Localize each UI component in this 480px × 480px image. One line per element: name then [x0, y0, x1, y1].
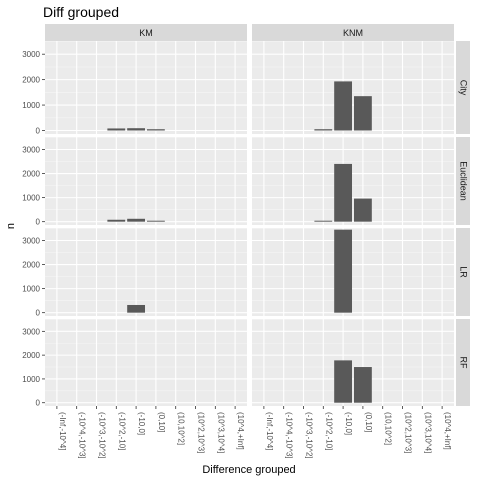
- facet-strip-knm: [252, 24, 454, 41]
- x-tick-label: (0,10]: [364, 412, 373, 432]
- facet-row-label: City: [459, 80, 469, 96]
- y-tick-label: 2000: [22, 261, 40, 270]
- bar-city-knm-3: [314, 129, 333, 131]
- panel-background: [252, 137, 454, 225]
- panel-background: [252, 228, 454, 316]
- facet-strip-euclidean: [456, 137, 470, 225]
- y-tick-label: 1000: [22, 194, 40, 203]
- bar-euclidean-knm-5: [353, 198, 372, 222]
- x-tick-label: (-10^3,-10^2]: [304, 412, 313, 459]
- panel-background: [45, 41, 247, 134]
- bar-euclidean-knm-4: [334, 163, 353, 222]
- bar-city-km-5: [146, 129, 165, 131]
- y-tick-label: 3000: [22, 327, 40, 336]
- bar-city-knm-5: [353, 96, 372, 131]
- y-tick-label: 3000: [22, 145, 40, 154]
- facet-col-label: KM: [139, 28, 153, 38]
- x-tick-label: (10,10^2]: [384, 412, 393, 445]
- x-tick-label: (10^2,10^3]: [404, 412, 413, 453]
- facet-strip-rf: [456, 319, 470, 406]
- y-tick-label: 0: [36, 126, 41, 135]
- panel-background: [252, 41, 454, 134]
- facet-strip-km: [45, 24, 247, 41]
- x-tick-label: (-10,0]: [344, 412, 353, 435]
- x-tick-label: (-Inf,-10^4]: [265, 412, 274, 450]
- x-axis-title: Difference grouped: [202, 464, 295, 476]
- y-tick-label: 2000: [22, 351, 40, 360]
- bar-euclidean-km-3: [107, 219, 126, 222]
- bar-euclidean-knm-3: [314, 220, 333, 222]
- x-tick-label: (-10,0]: [137, 412, 146, 435]
- bar-city-km-3: [107, 128, 126, 131]
- x-tick-label: (10,10^2]: [177, 412, 186, 445]
- x-tick-label: (10^4,+Inf]: [443, 412, 452, 450]
- facet-strip-lr: [456, 228, 470, 316]
- facet-strip-city: [456, 41, 470, 134]
- facet-row-label: Euclidean: [459, 161, 469, 201]
- x-tick-label: (10^3,10^4]: [216, 412, 225, 453]
- y-tick-label: 1000: [22, 101, 40, 110]
- x-tick-label: (-10^2,-10]: [324, 412, 333, 450]
- facet-col-label: KNM: [343, 28, 363, 38]
- bar-lr-knm-4: [334, 229, 353, 313]
- y-tick-label: 0: [36, 399, 41, 408]
- x-tick-label: (-10^4,-10^3]: [78, 412, 87, 459]
- x-tick-label: (-10^4,-10^3]: [285, 412, 294, 459]
- panel-background: [45, 228, 247, 316]
- chart-title: Diff grouped: [43, 4, 119, 20]
- y-tick-label: 0: [36, 309, 41, 318]
- y-tick-label: 2000: [22, 170, 40, 179]
- bar-city-km-4: [127, 128, 146, 131]
- bar-euclidean-km-5: [146, 220, 165, 222]
- panel-background: [45, 137, 247, 225]
- y-tick-label: 1000: [22, 375, 40, 384]
- x-tick-label: (10^3,10^4]: [423, 412, 432, 453]
- x-tick-label: (-10^3,-10^2]: [97, 412, 106, 459]
- bar-rf-knm-4: [334, 360, 353, 403]
- bar-euclidean-km-4: [127, 218, 146, 222]
- bar-lr-km-4: [127, 304, 146, 313]
- panel-background: [252, 319, 454, 406]
- facet-row-label: RF: [459, 357, 469, 369]
- x-tick-label: (-Inf,-10^4]: [58, 412, 67, 450]
- plot-area: KM KNM City Euclidean LR RF 0 1000 2000 3000 0 1000…: [22, 24, 470, 459]
- x-tick-label: (10^2,10^3]: [197, 412, 206, 453]
- x-tick-label: (10^4,+Inf]: [236, 412, 245, 450]
- y-tick-label: 1000: [22, 285, 40, 294]
- bar-rf-knm-5: [353, 367, 372, 403]
- x-tick-label: (0,10]: [157, 412, 166, 432]
- y-tick-label: 3000: [22, 50, 40, 59]
- y-tick-label: 3000: [22, 236, 40, 245]
- panel-background: [45, 319, 247, 406]
- bar-city-knm-4: [334, 81, 353, 131]
- x-tick-label: (-10^2,-10]: [117, 412, 126, 450]
- y-axis-title: n: [5, 223, 17, 229]
- y-tick-label: 2000: [22, 76, 40, 85]
- facet-row-label: LR: [459, 266, 469, 278]
- y-tick-label: 0: [36, 218, 41, 227]
